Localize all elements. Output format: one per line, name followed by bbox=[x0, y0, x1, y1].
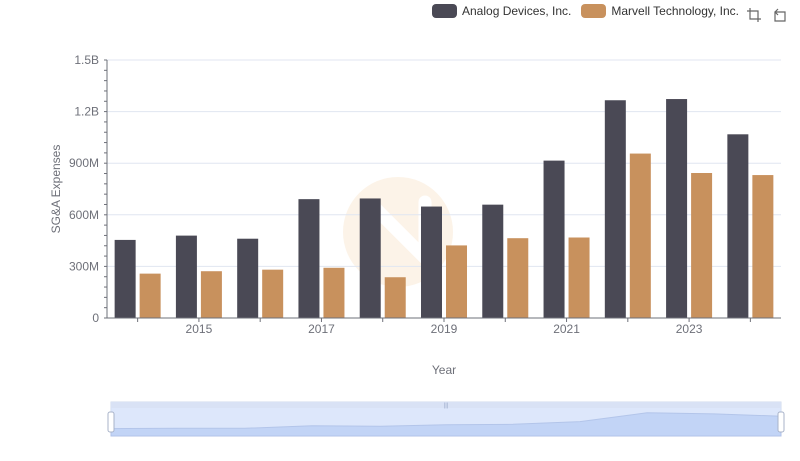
y-axis-label: SG&A Expenses bbox=[49, 145, 63, 234]
x-axis: 2015 2017 2019 2021 2023 bbox=[107, 317, 781, 336]
bar-analog-devices-2018[interactable] bbox=[359, 198, 381, 318]
bar-marvell-2020[interactable] bbox=[507, 238, 529, 318]
legend-swatch-marvell bbox=[581, 4, 607, 18]
x-axis-label: Year bbox=[432, 363, 456, 377]
bars bbox=[114, 99, 774, 318]
x-tick-label: 2019 bbox=[431, 322, 458, 336]
bar-marvell-2015[interactable] bbox=[200, 271, 222, 318]
bar-marvell-2024[interactable] bbox=[752, 175, 774, 318]
legend: Analog Devices, Inc. Marvell Technology,… bbox=[432, 4, 749, 18]
restore-icon[interactable] bbox=[772, 7, 788, 23]
y-tick-label: 0 bbox=[92, 311, 99, 325]
bar-marvell-2014[interactable] bbox=[139, 273, 161, 318]
legend-swatch-analog-devices bbox=[432, 4, 457, 18]
zoom-icon[interactable] bbox=[746, 7, 762, 23]
bar-marvell-2021[interactable] bbox=[568, 237, 590, 318]
bar-analog-devices-2021[interactable] bbox=[543, 160, 565, 318]
data-zoom-handle-right[interactable] bbox=[777, 411, 785, 433]
x-tick-label: 2023 bbox=[676, 322, 703, 336]
y-tick-label: 900M bbox=[69, 156, 99, 170]
legend-item-analog-devices[interactable]: Analog Devices, Inc. bbox=[432, 4, 571, 18]
data-zoom-handle-left[interactable] bbox=[107, 411, 115, 433]
bar-marvell-2017[interactable] bbox=[323, 267, 345, 318]
x-tick-label: 2017 bbox=[308, 322, 335, 336]
y-tick-label: 300M bbox=[69, 259, 99, 273]
legend-label-marvell: Marvell Technology, Inc. bbox=[611, 4, 740, 18]
data-zoom-top-bar[interactable] bbox=[111, 402, 781, 408]
bar-analog-devices-2020[interactable] bbox=[482, 204, 504, 318]
bar-analog-devices-2017[interactable] bbox=[298, 199, 320, 318]
bar-analog-devices-2019[interactable] bbox=[421, 206, 442, 318]
x-tick-label: 2021 bbox=[553, 322, 580, 336]
bar-marvell-2023[interactable] bbox=[691, 173, 713, 318]
bar-analog-devices-2024[interactable] bbox=[727, 134, 749, 318]
y-tick-label: 1.5B bbox=[74, 53, 99, 67]
bar-analog-devices-2022[interactable] bbox=[604, 100, 626, 318]
y-tick-label: 1.2B bbox=[74, 105, 99, 119]
bar-analog-devices-2016[interactable] bbox=[237, 238, 259, 318]
data-zoom-slider[interactable]: ||| bbox=[107, 401, 785, 437]
legend-item-marvell[interactable]: Marvell Technology, Inc. bbox=[581, 4, 739, 18]
y-axis: 0 300M 600M 900M 1.2B 1.5B bbox=[69, 53, 108, 325]
bar-marvell-2022[interactable] bbox=[629, 153, 651, 318]
y-tick-label: 600M bbox=[69, 208, 99, 222]
bar-marvell-2019[interactable] bbox=[446, 245, 467, 318]
bar-analog-devices-2015[interactable] bbox=[175, 235, 197, 318]
bar-marvell-2018[interactable] bbox=[384, 277, 406, 318]
data-zoom-grip-icon: ||| bbox=[444, 403, 449, 409]
x-tick-label: 2015 bbox=[186, 322, 213, 336]
data-zoom-preview bbox=[110, 412, 782, 437]
bar-analog-devices-2014[interactable] bbox=[114, 239, 136, 318]
bar-analog-devices-2023[interactable] bbox=[666, 99, 688, 318]
legend-label-analog-devices: Analog Devices, Inc. bbox=[462, 4, 572, 18]
bar-marvell-2016[interactable] bbox=[262, 269, 284, 318]
